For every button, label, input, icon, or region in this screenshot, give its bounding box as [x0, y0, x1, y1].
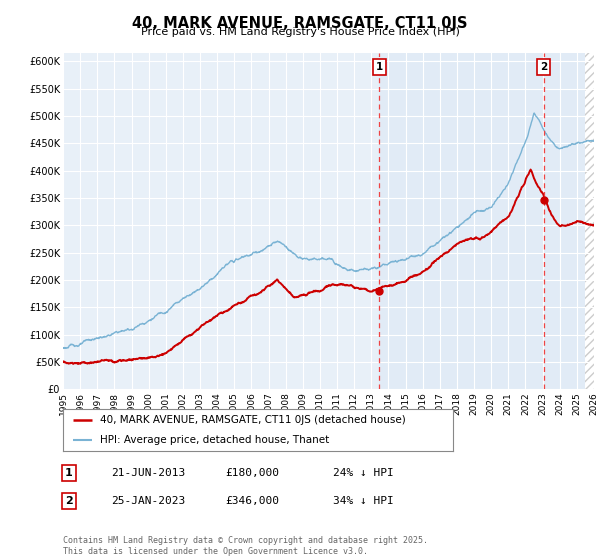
Text: HPI: Average price, detached house, Thanet: HPI: Average price, detached house, Than…: [100, 435, 329, 445]
Bar: [379, 53, 600, 389]
Text: 40, MARK AVENUE, RAMSGATE, CT11 0JS (detached house): 40, MARK AVENUE, RAMSGATE, CT11 0JS (det…: [100, 415, 406, 425]
Text: 2: 2: [65, 496, 73, 506]
Text: 24% ↓ HPI: 24% ↓ HPI: [333, 468, 394, 478]
Text: £346,000: £346,000: [225, 496, 279, 506]
Text: 1: 1: [376, 62, 383, 72]
Text: £180,000: £180,000: [225, 468, 279, 478]
Text: 40, MARK AVENUE, RAMSGATE, CT11 0JS: 40, MARK AVENUE, RAMSGATE, CT11 0JS: [132, 16, 468, 31]
Text: Price paid vs. HM Land Registry's House Price Index (HPI): Price paid vs. HM Land Registry's House …: [140, 27, 460, 37]
Text: 2: 2: [540, 62, 547, 72]
Text: 25-JAN-2023: 25-JAN-2023: [111, 496, 185, 506]
Text: 1: 1: [65, 468, 73, 478]
Text: 21-JUN-2013: 21-JUN-2013: [111, 468, 185, 478]
Text: Contains HM Land Registry data © Crown copyright and database right 2025.
This d: Contains HM Land Registry data © Crown c…: [63, 536, 428, 556]
Text: 34% ↓ HPI: 34% ↓ HPI: [333, 496, 394, 506]
